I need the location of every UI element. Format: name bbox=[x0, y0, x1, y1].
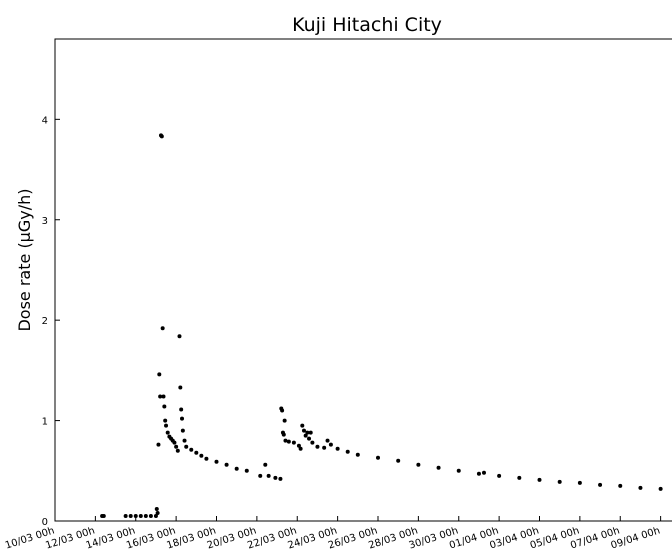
data-point bbox=[263, 462, 268, 467]
data-point bbox=[280, 408, 285, 413]
data-point bbox=[416, 462, 421, 467]
data-point bbox=[244, 468, 249, 473]
data-point bbox=[376, 455, 380, 460]
data-point bbox=[214, 459, 219, 464]
data-point bbox=[296, 443, 301, 448]
data-point bbox=[128, 513, 133, 518]
data-point bbox=[154, 506, 159, 511]
data-point bbox=[291, 440, 296, 445]
data-point bbox=[301, 428, 306, 433]
data-point bbox=[162, 404, 167, 409]
data-point bbox=[148, 513, 153, 518]
data-point bbox=[133, 513, 138, 518]
data-point bbox=[517, 475, 522, 480]
data-point bbox=[328, 442, 333, 447]
data-point bbox=[177, 334, 182, 339]
y-tick-label: 2 bbox=[42, 316, 48, 327]
data-point bbox=[618, 483, 623, 488]
data-point bbox=[155, 510, 160, 515]
data-point bbox=[658, 486, 663, 491]
data-point bbox=[315, 444, 320, 449]
data-point bbox=[476, 471, 481, 476]
data-point bbox=[303, 433, 308, 438]
data-point bbox=[180, 416, 185, 421]
y-tick-label: 4 bbox=[42, 115, 48, 126]
data-point bbox=[161, 394, 166, 399]
data-point bbox=[282, 418, 287, 423]
data-point bbox=[165, 430, 170, 435]
plot-frame bbox=[54, 38, 672, 522]
data-point bbox=[143, 513, 148, 518]
data-point bbox=[273, 475, 278, 480]
data-point bbox=[355, 452, 360, 457]
data-point bbox=[283, 438, 288, 443]
data-point bbox=[189, 447, 194, 452]
data-point bbox=[577, 480, 582, 485]
data-point bbox=[138, 513, 143, 518]
data-point bbox=[175, 448, 180, 453]
y-tick-label: 1 bbox=[42, 417, 48, 428]
data-point bbox=[286, 439, 291, 444]
data-point bbox=[182, 438, 187, 443]
data-point bbox=[557, 479, 562, 484]
data-point bbox=[308, 430, 313, 435]
data-point bbox=[281, 432, 286, 437]
data-point bbox=[266, 473, 271, 478]
data-point bbox=[156, 442, 161, 447]
data-point bbox=[157, 372, 162, 377]
data-point bbox=[456, 468, 461, 473]
data-point bbox=[172, 440, 177, 445]
data-point bbox=[184, 444, 189, 449]
data-point bbox=[481, 470, 486, 475]
data-point bbox=[307, 436, 312, 441]
data-point bbox=[258, 473, 263, 478]
data-point bbox=[345, 449, 350, 454]
data-point bbox=[325, 438, 330, 443]
data-point bbox=[204, 456, 209, 461]
y-tick-label: 0 bbox=[42, 517, 48, 528]
data-point bbox=[194, 450, 199, 455]
data-point bbox=[234, 466, 239, 471]
data-point bbox=[224, 462, 229, 467]
data-point bbox=[335, 446, 340, 451]
data-point bbox=[322, 445, 327, 450]
data-point bbox=[199, 453, 204, 458]
y-axis-label: Dose rate (µGy/h) bbox=[15, 188, 34, 331]
y-tick-label: 3 bbox=[42, 216, 48, 227]
data-point bbox=[598, 482, 603, 487]
data-point bbox=[300, 423, 305, 428]
data-point bbox=[178, 385, 183, 390]
data-point bbox=[298, 446, 303, 451]
data-point bbox=[164, 423, 169, 428]
data-point bbox=[163, 418, 168, 423]
data-point bbox=[436, 465, 441, 470]
data-point bbox=[160, 326, 165, 331]
data-point bbox=[305, 430, 310, 435]
data-point bbox=[179, 407, 184, 412]
data-point bbox=[638, 485, 643, 490]
data-point bbox=[310, 440, 315, 445]
data-point bbox=[497, 473, 502, 478]
data-point bbox=[101, 513, 106, 518]
data-point bbox=[159, 134, 164, 139]
data-point bbox=[278, 476, 283, 481]
data-point bbox=[537, 477, 542, 482]
data-point bbox=[153, 513, 158, 518]
data-point bbox=[396, 458, 401, 463]
data-point bbox=[158, 394, 163, 399]
data-point bbox=[123, 513, 128, 518]
chart-title: Kuji Hitachi City bbox=[292, 14, 442, 36]
data-point bbox=[174, 444, 179, 449]
data-point bbox=[180, 428, 185, 433]
